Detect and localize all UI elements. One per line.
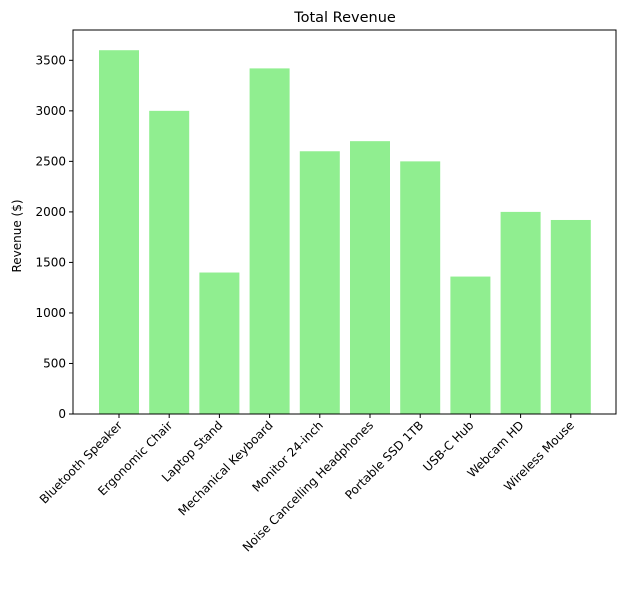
y-tick-label-5: 2500 <box>35 154 66 168</box>
bar-9 <box>550 219 591 414</box>
bar-2 <box>199 272 240 414</box>
bar-8 <box>500 211 541 414</box>
bar-5 <box>350 141 390 414</box>
y-tick-label-4: 2000 <box>35 205 66 219</box>
y-tick-label-2: 1000 <box>35 306 66 320</box>
x-tick-label-3: Mechanical Keyboard <box>175 418 275 518</box>
bar-0 <box>99 50 139 415</box>
bar-3 <box>249 68 290 415</box>
y-tick-label-7: 3500 <box>35 53 66 67</box>
y-ticks-group: 0 500 1000 1500 2000 2500 3000 3500 <box>35 53 73 421</box>
y-tick-label-3: 1500 <box>35 255 66 269</box>
bar-1 <box>149 110 190 414</box>
y-axis-label: Revenue ($) <box>10 199 24 272</box>
y-tick-label-0: 0 <box>58 407 66 421</box>
y-tick-label-1: 500 <box>43 356 66 370</box>
bar-4 <box>299 151 340 414</box>
plot-frame <box>72 29 617 415</box>
bar-6 <box>400 161 441 414</box>
chart-title: Total Revenue <box>293 10 396 26</box>
x-tick-label-0: Bluetooth Speaker <box>37 418 125 506</box>
bars-group <box>99 50 591 415</box>
bar-7 <box>450 276 491 414</box>
y-tick-label-6: 3000 <box>35 104 66 118</box>
